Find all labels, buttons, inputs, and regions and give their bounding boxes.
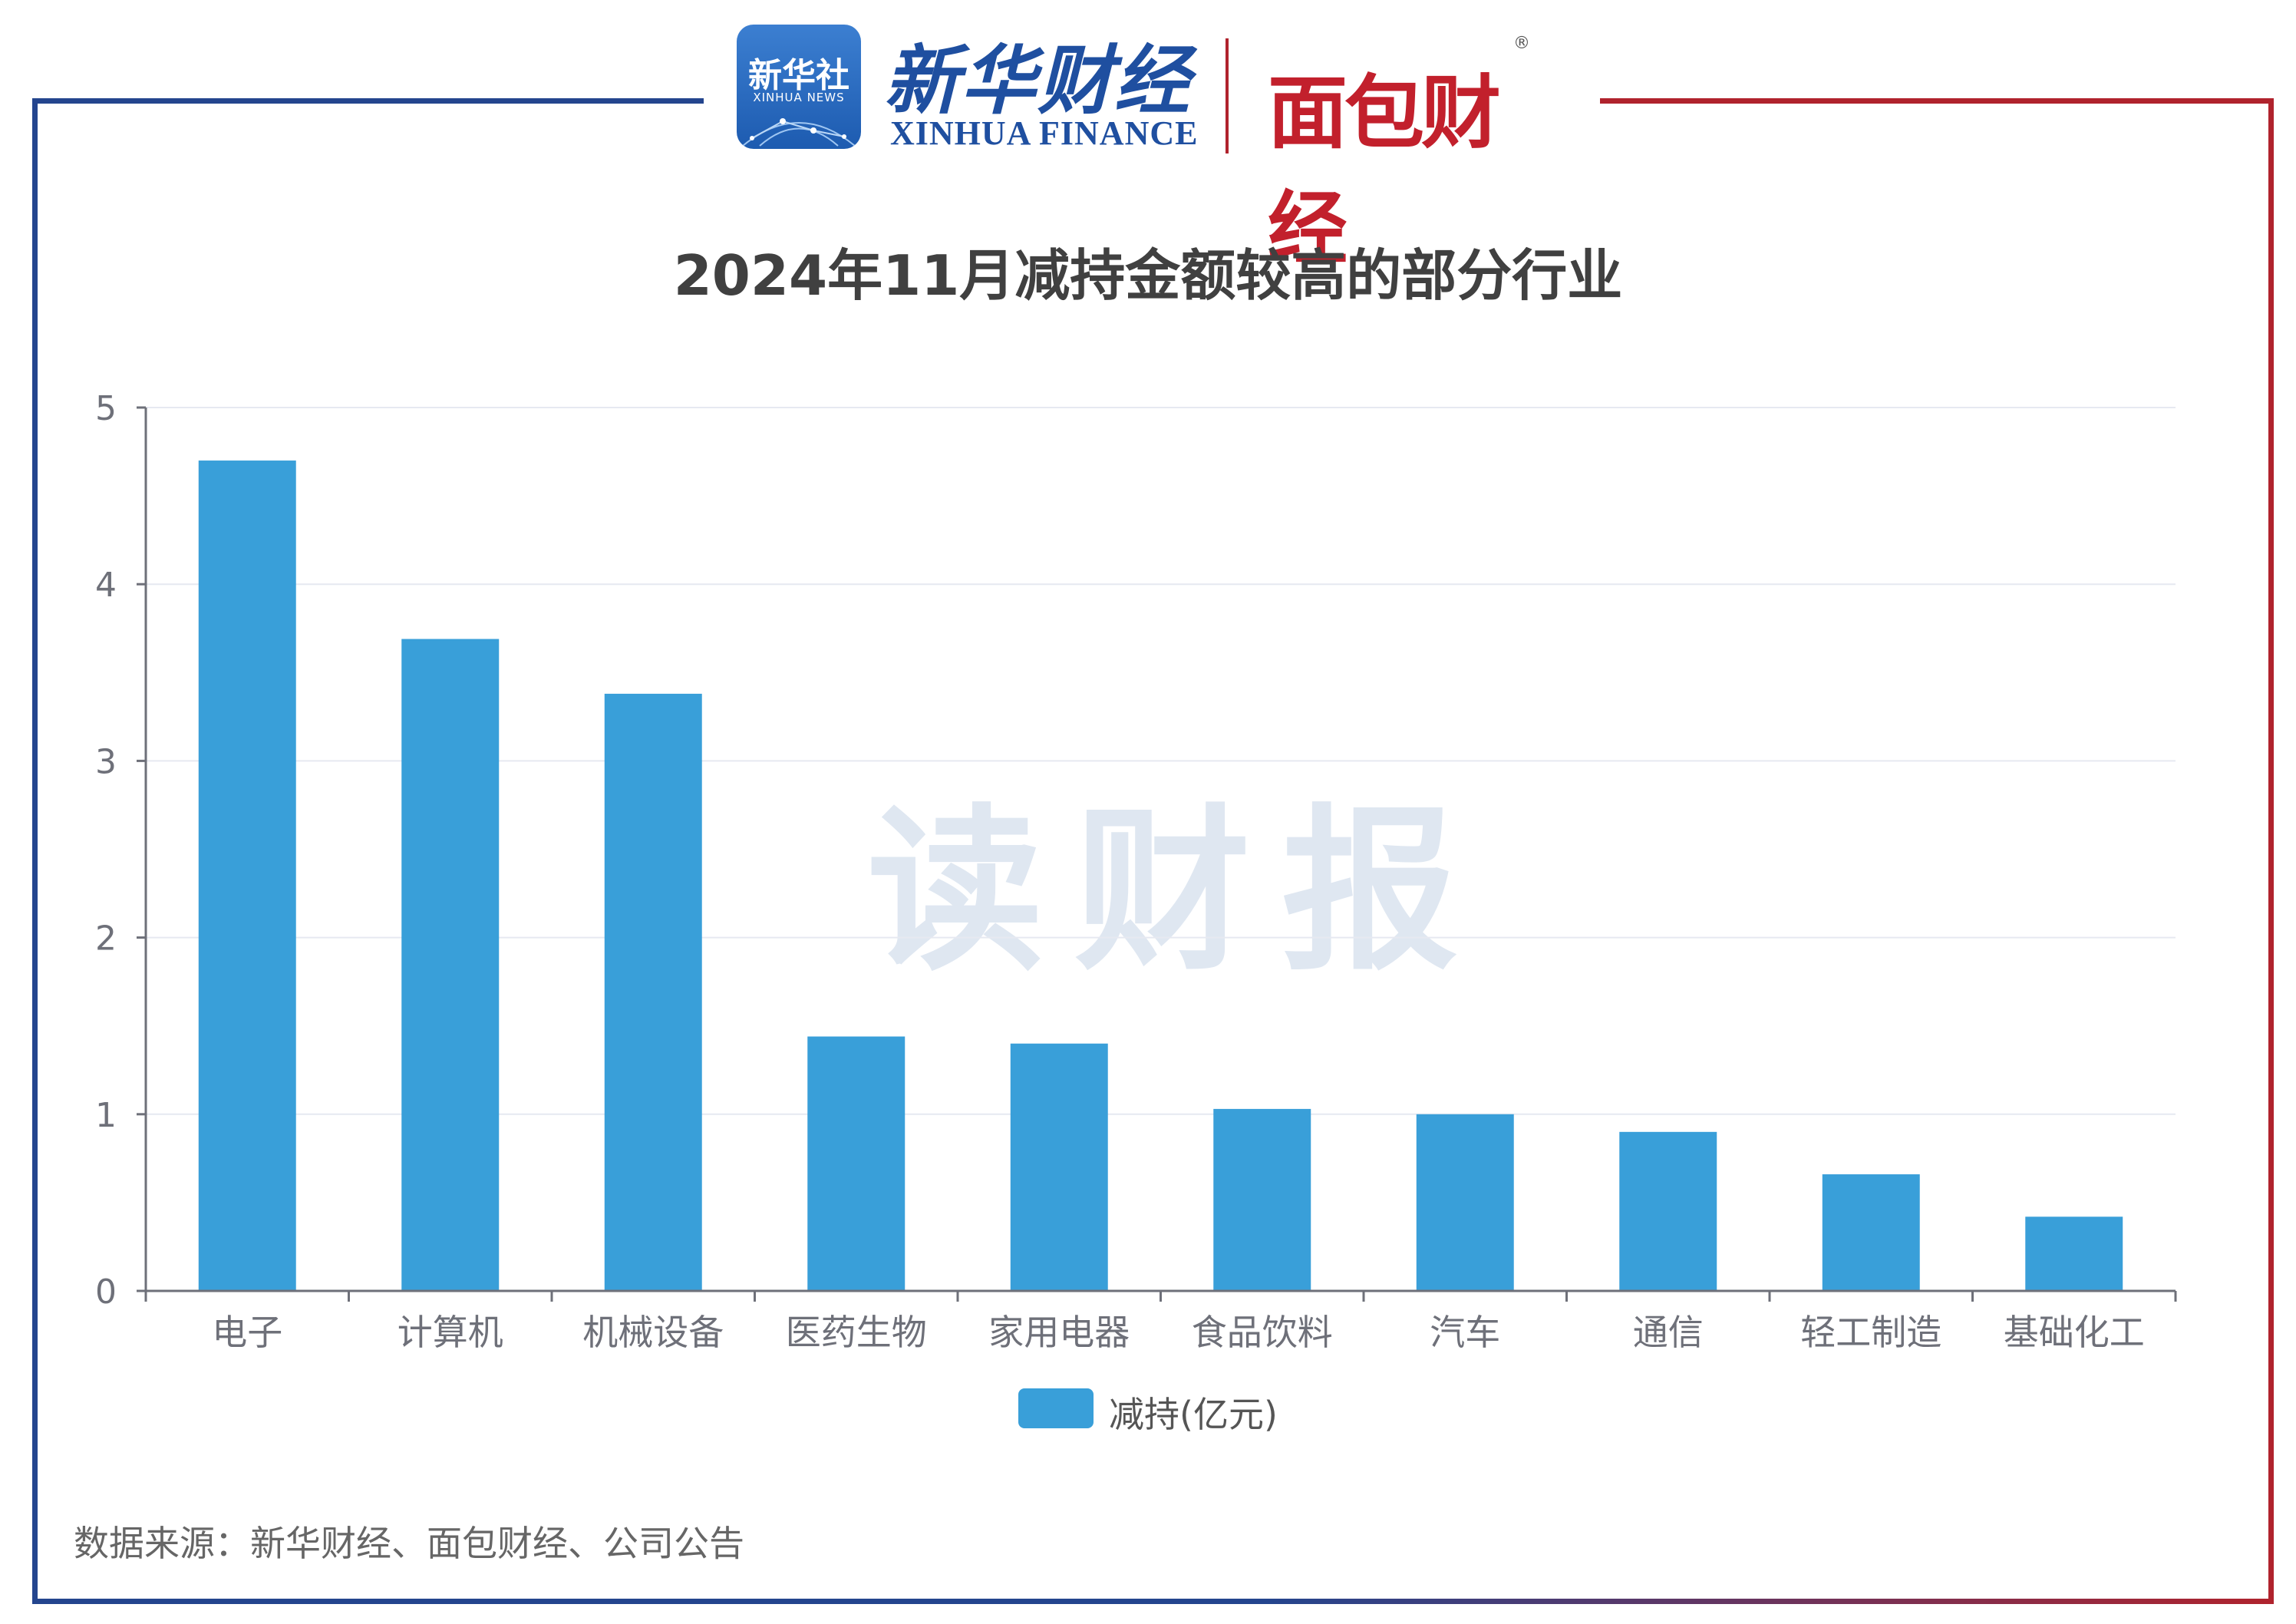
registered-mark: ®: [1513, 34, 1530, 53]
bar-8: [1619, 1131, 1717, 1291]
source-note: 数据来源：新华财经、面包财经、公司公告: [74, 1523, 744, 1564]
bar-7: [1416, 1114, 1514, 1291]
logo-divider: [1226, 38, 1229, 153]
mianbao-finance-logo: 面包财经: [1268, 66, 1501, 276]
legend-swatch: [1018, 1388, 1094, 1428]
bar-5: [1010, 1043, 1108, 1291]
x-tick-label: 医药生物: [786, 1312, 927, 1353]
frame-bottom-line: [32, 1599, 2274, 1604]
bar-3: [604, 693, 702, 1291]
bar-9: [1822, 1174, 1920, 1291]
x-tick-label: 基础化工: [2004, 1312, 2145, 1353]
bar-1: [198, 460, 296, 1291]
chart-title: 2024年11月减持金额较高的部分行业: [673, 243, 1623, 308]
watermark: 读财报: [867, 790, 1489, 995]
x-tick-label: 食品饮料: [1192, 1312, 1333, 1353]
x-tick-label: 机械设备: [582, 1312, 724, 1353]
xinhua-badge-en-text: XINHUA NEWS: [753, 91, 845, 104]
frame-right-line: [2268, 98, 2274, 1604]
x-tick-label: 电子: [212, 1312, 282, 1353]
frame-top-left-line: [32, 98, 704, 104]
y-tick-label: 5: [95, 389, 117, 428]
bar-2: [401, 639, 500, 1291]
legend-label: 减持(亿元): [1109, 1394, 1278, 1435]
y-tick-label: 4: [95, 566, 117, 605]
network-globe-icon: [742, 118, 856, 147]
x-tick-label: 轻工制造: [1800, 1312, 1941, 1353]
x-tick-label: 家用电器: [988, 1312, 1130, 1353]
bar-6: [1213, 1108, 1311, 1291]
x-tick-label: 汽车: [1430, 1312, 1500, 1353]
bars: [198, 460, 2123, 1291]
xinhua-finance-logo-en: XINHUA FINANCE: [890, 114, 1199, 152]
xinhua-finance-logo-cn: 新华财经: [884, 37, 1192, 125]
frame-left-line: [32, 98, 38, 1604]
logo-header: 新华社 XINHUA NEWS 新华财经 XINHUA FINANCE 面包财经…: [737, 15, 1565, 276]
bar-10: [2025, 1216, 2123, 1291]
frame-top-right-line: [1600, 98, 2274, 104]
y-tick-label: 1: [95, 1096, 117, 1135]
axes: 0 1 2 3 4 5 电子 计算机 机械设备 医药生物 家用电器 食品饮料 汽车 通信 轻工制造 基础化工: [95, 389, 2177, 1353]
y-tick-label: 2: [95, 919, 117, 959]
y-tick-label: 3: [95, 742, 117, 781]
xinhua-badge-text: 新华社: [748, 56, 849, 95]
x-tick-label: 计算机: [398, 1312, 503, 1353]
y-tick-label: 0: [95, 1272, 117, 1312]
bar-4: [807, 1036, 906, 1291]
xinhua-news-logo: 新华社 XINHUA NEWS: [737, 25, 861, 149]
x-tick-label: 通信: [1633, 1312, 1704, 1353]
